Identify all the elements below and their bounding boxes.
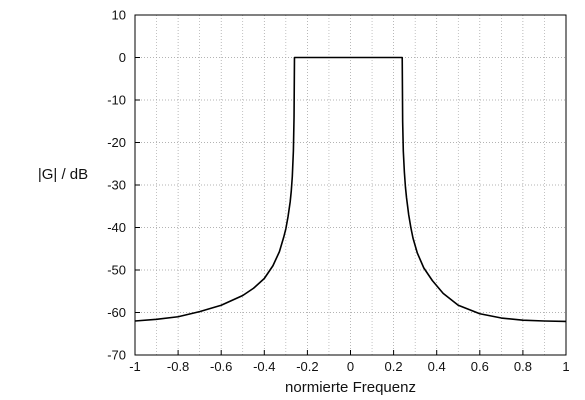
x-tick-label: 0.2 (385, 359, 403, 374)
x-tick-label: -0.6 (210, 359, 232, 374)
x-tick-label: 0.8 (514, 359, 532, 374)
x-tick-label: -0.8 (167, 359, 189, 374)
y-tick-label: -20 (107, 135, 126, 150)
x-tick-label: 0.6 (471, 359, 489, 374)
y-tick-label: -40 (107, 220, 126, 235)
grid (134, 14, 567, 356)
y-tick-label: -60 (107, 305, 126, 320)
y-axis-label: |G| / dB (38, 166, 88, 183)
y-tick-label: 0 (119, 50, 126, 65)
series-layer (134, 56, 567, 323)
x-ticks: -1 -0.8 -0.6 -0.4 -0.2 0 0.2 0.4 0.6 0.8 1 (129, 350, 570, 374)
y-tick-label: 10 (112, 8, 126, 23)
x-tick-label: -1 (129, 359, 141, 374)
x-tick-label: -0.2 (296, 359, 318, 374)
x-tick-label: 1 (562, 359, 569, 374)
y-tick-label: -50 (107, 263, 126, 278)
x-tick-label: 0.4 (428, 359, 446, 374)
x-tick-label: 0 (347, 359, 354, 374)
y-tick-label: -10 (107, 93, 126, 108)
y-tick-label: -70 (107, 348, 126, 363)
x-tick-label: -0.4 (253, 359, 275, 374)
x-axis-label: normierte Frequenz (285, 379, 416, 396)
series-line (134, 56, 567, 323)
y-ticks: 10 0 -10 -20 -30 -40 -50 -60 -70 (107, 8, 140, 363)
y-tick-label: -30 (107, 178, 126, 193)
